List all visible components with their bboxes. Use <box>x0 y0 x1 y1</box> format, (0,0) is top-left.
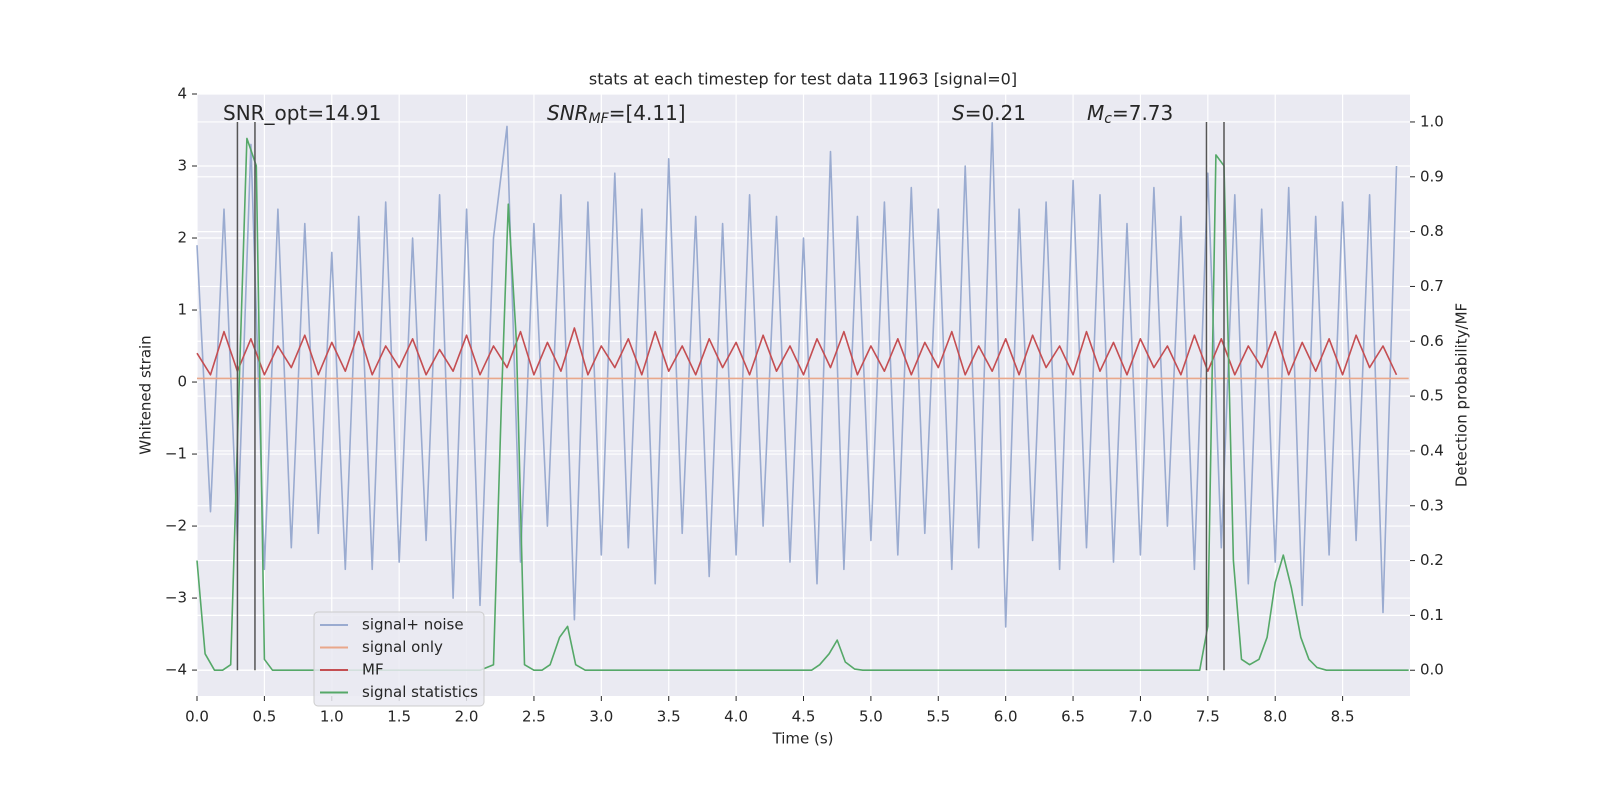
series-line <box>196 137 1409 671</box>
annotation-base: S <box>952 101 965 125</box>
y-tick-label: −1 <box>165 445 187 463</box>
y2-tick-label: 0.5 <box>1420 387 1444 405</box>
y-axis-label: Whitened strain <box>137 335 155 454</box>
annotation-base: SNR <box>547 101 589 125</box>
y-tick-label: −3 <box>165 589 187 607</box>
y-tick-label: 1 <box>177 301 187 319</box>
annotation-base: M <box>1087 101 1104 125</box>
x-tick-label: 4.5 <box>792 708 816 726</box>
x-tick-label: 0.5 <box>252 708 276 726</box>
y2-tick-label: 0.0 <box>1420 661 1444 679</box>
x-tick-label: 4.0 <box>724 708 748 726</box>
series-line <box>196 122 1398 628</box>
x-tick-label: 7.5 <box>1196 708 1220 726</box>
x-tick-label: 2.0 <box>455 708 479 726</box>
chart-title: stats at each timestep for test data 119… <box>589 70 1017 89</box>
annotation-sub: c <box>1104 111 1112 127</box>
annotation-rest: =7.73 <box>1112 101 1173 125</box>
series-line <box>196 327 1398 376</box>
x-axis-label: Time (s) <box>772 730 834 748</box>
x-tick-label: 5.5 <box>926 708 950 726</box>
y-tick-label: 3 <box>177 157 187 175</box>
x-tick-label: 5.0 <box>859 708 883 726</box>
legend-label: signal statistics <box>362 683 478 701</box>
annotation-base: SNR_opt=14.91 <box>223 101 381 125</box>
annotation-sub: MF <box>589 111 610 127</box>
y-tick-label: −4 <box>165 661 187 679</box>
x-tick-label: 1.0 <box>320 708 344 726</box>
legend-label: signal only <box>362 638 443 656</box>
y2-tick-label: 0.1 <box>1420 606 1444 624</box>
annotation: SNRMF=[4.11] <box>547 101 686 128</box>
annotation-rest: =[4.11] <box>609 101 686 125</box>
y2-tick-label: 1.0 <box>1420 112 1444 130</box>
legend-box <box>313 611 485 707</box>
x-tick-label: 6.5 <box>1061 708 1085 726</box>
y2-tick-label: 0.2 <box>1420 551 1444 569</box>
x-tick-label: 1.5 <box>387 708 411 726</box>
x-tick-label: 3.0 <box>589 708 613 726</box>
y2-tick-label: 0.6 <box>1420 332 1444 350</box>
y-tick-label: 0 <box>177 373 187 391</box>
y-tick-label: 4 <box>177 85 187 103</box>
x-tick-label: 8.5 <box>1331 708 1355 726</box>
y2-tick-label: 0.8 <box>1420 222 1444 240</box>
legend-label: MF <box>362 661 384 679</box>
x-tick-label: 8.0 <box>1263 708 1287 726</box>
annotation: Mc=7.73 <box>1087 101 1173 128</box>
y2-tick-label: 0.4 <box>1420 441 1444 459</box>
x-tick-label: 6.0 <box>994 708 1018 726</box>
annotation: SNR_opt=14.91 <box>223 101 381 125</box>
y2-tick-label: 0.9 <box>1420 167 1444 185</box>
annotation: S=0.21 <box>952 101 1026 125</box>
y2-axis-label: Detection probability/MF <box>1453 303 1471 487</box>
x-tick-label: 2.5 <box>522 708 546 726</box>
x-tick-label: 7.0 <box>1129 708 1153 726</box>
annotation-rest: =0.21 <box>965 101 1026 125</box>
y2-tick-label: 0.7 <box>1420 277 1444 295</box>
y-tick-label: 2 <box>177 229 187 247</box>
legend-label: signal+ noise <box>362 616 464 634</box>
x-tick-label: 3.5 <box>657 708 681 726</box>
x-tick-label: 0.0 <box>185 708 209 726</box>
y-tick-label: −2 <box>165 517 187 535</box>
y2-tick-label: 0.3 <box>1420 496 1444 514</box>
